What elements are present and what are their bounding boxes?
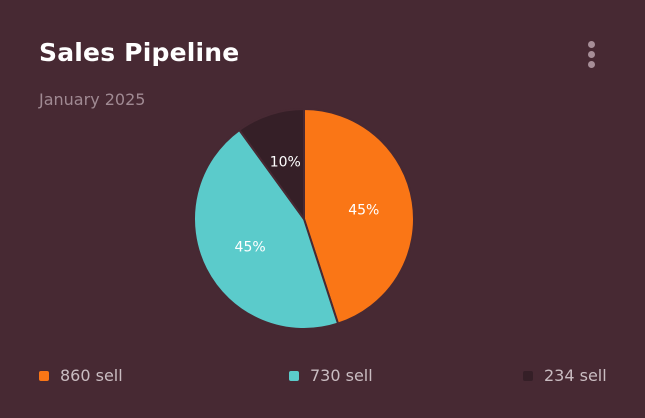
- pie-slice-orange[interactable]: [303, 107, 415, 325]
- legend-item-dark: 234 sell: [523, 366, 607, 385]
- legend-label: 860 sell: [60, 366, 123, 385]
- legend-label: 234 sell: [544, 366, 607, 385]
- legend-item-orange: 860 sell: [39, 366, 123, 385]
- more-vertical-icon[interactable]: [580, 38, 602, 70]
- slice-label-teal: 45%: [235, 239, 266, 255]
- pie-slice-teal[interactable]: [193, 128, 340, 330]
- chart-title: Sales Pipeline: [39, 38, 240, 67]
- legend-label: 730 sell: [310, 366, 373, 385]
- legend-swatch: [39, 370, 49, 381]
- pie-slice-dark[interactable]: [237, 107, 305, 223]
- legend-item-teal: 730 sell: [289, 366, 373, 385]
- chart-subtitle: January 2025: [39, 90, 146, 109]
- menu-dot: [587, 40, 595, 48]
- legend-swatch: [289, 370, 299, 381]
- slice-label-orange: 45%: [348, 203, 379, 219]
- menu-dot: [587, 60, 595, 68]
- menu-dot: [587, 50, 595, 58]
- legend-swatch: [523, 370, 533, 381]
- slice-label-dark: 10%: [270, 154, 301, 170]
